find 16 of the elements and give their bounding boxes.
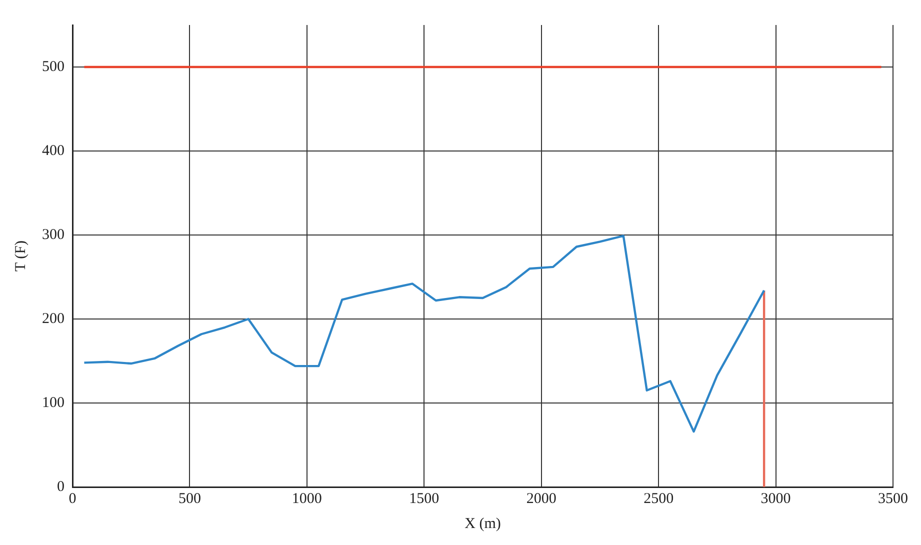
y-tick-label: 500	[42, 58, 64, 75]
y-tick-label: 0	[57, 478, 64, 495]
x-tick-label: 500	[178, 490, 201, 507]
x-tick-label: 1000	[292, 490, 322, 507]
x-tick-label: 3500	[878, 490, 908, 507]
x-axis-title: X (m)	[464, 516, 501, 532]
y-tick-label: 400	[42, 142, 64, 159]
y-tick-label: 300	[42, 226, 64, 243]
x-tick-label: 0	[68, 490, 76, 507]
x-tick-label: 3000	[760, 490, 791, 507]
y-tick-label: 200	[42, 310, 64, 327]
y-axis-title: T (F)	[12, 240, 29, 272]
x-tick-label: 2500	[644, 490, 674, 507]
x-tick-label: 2000	[526, 490, 556, 507]
x-tick-label: 1500	[409, 490, 440, 507]
y-tick-label: 100	[42, 394, 64, 411]
